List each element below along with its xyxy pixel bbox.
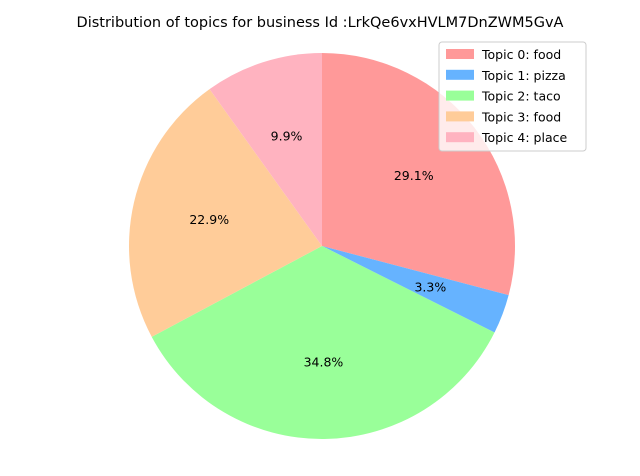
legend: Topic 0: food Topic 1: pizza Topic 2: taco…	[438, 41, 587, 152]
legend-label-topic-3: Topic 3: food	[481, 109, 561, 124]
pie-slice-topic-3	[129, 89, 322, 337]
legend-swatch-topic-4	[446, 132, 474, 143]
legend-frame	[438, 41, 587, 152]
legend-swatch-topic-1	[446, 69, 474, 80]
legend-label-topic-2: Topic 2: taco	[481, 89, 561, 104]
legend-label-topic-1: Topic 1: pizza	[481, 68, 566, 83]
pie-slice-topic-1	[322, 246, 509, 333]
legend-swatch-topic-2	[446, 90, 474, 101]
pct-label-topic-3: 22.9%	[189, 212, 229, 227]
legend-label-topic-4: Topic 4: place	[481, 130, 567, 145]
pct-label-topic-0: 29.1%	[394, 168, 434, 183]
pie-slice-topic-4	[209, 52, 322, 246]
legend-label-topic-0: Topic 0: food	[481, 47, 561, 62]
pie-slices	[129, 52, 515, 439]
pie-slice-topic-0	[322, 53, 515, 296]
pct-label-topic-2: 34.8%	[304, 354, 344, 369]
chart-title: Distribution of topics for business Id :…	[77, 15, 564, 31]
pct-label-topic-4: 9.9%	[271, 128, 303, 143]
pie-slice-topic-2	[151, 246, 495, 439]
percentage-labels: 29.1% 3.3% 34.8% 22.9% 9.9%	[189, 128, 446, 369]
legend-swatch-topic-0	[446, 49, 474, 59]
pct-label-topic-1: 3.3%	[414, 279, 446, 294]
legend-swatch-topic-3	[446, 111, 474, 122]
